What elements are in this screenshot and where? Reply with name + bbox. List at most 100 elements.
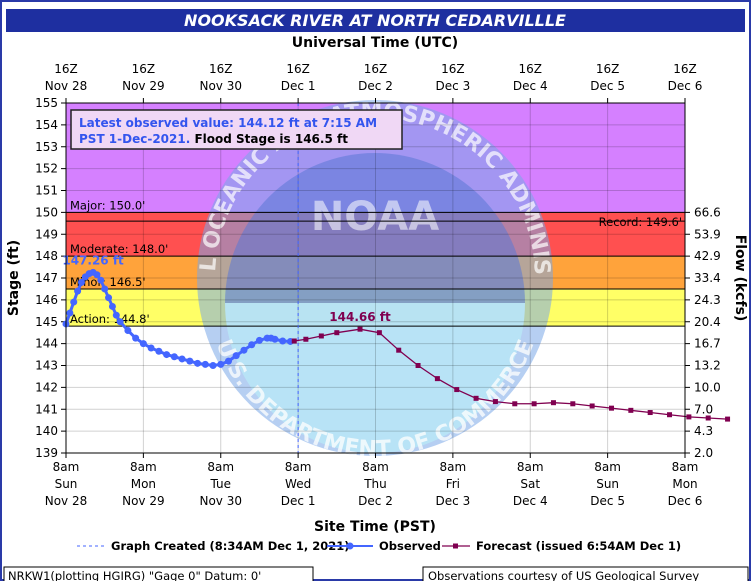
y2-tick-label-4: 24.3 bbox=[694, 293, 721, 307]
x-bottom-time-8: 8am bbox=[672, 460, 699, 474]
observed-point-3 bbox=[74, 287, 82, 295]
forecast-point-3 bbox=[334, 330, 340, 336]
x-bottom-day-6: Sat bbox=[520, 477, 540, 491]
observed-point-21 bbox=[170, 353, 178, 361]
forecast-point-13 bbox=[531, 401, 537, 407]
x-bottom-time-2: 8am bbox=[207, 460, 234, 474]
y2-tick-label-7: 13.2 bbox=[694, 359, 721, 373]
latest-value-box: Latest observed value: 144.12 ft at 7:15… bbox=[70, 109, 403, 150]
footer-source-text: Observations courtesy of US Geological S… bbox=[428, 569, 699, 581]
observed-point-2 bbox=[70, 298, 78, 306]
observed-point-36 bbox=[279, 337, 287, 345]
forecast-point-16 bbox=[589, 403, 595, 409]
footer-right-box bbox=[422, 566, 749, 581]
x-bottom-time-1: 8am bbox=[130, 460, 157, 474]
y-tick-label-0: 139 bbox=[35, 446, 58, 460]
forecast-point-21 bbox=[686, 414, 692, 420]
y-tick-label-2: 141 bbox=[35, 402, 58, 416]
x-top-date-0: Nov 28 bbox=[45, 79, 88, 93]
threshold-label-2: Minor: 146.5' bbox=[70, 275, 146, 289]
forecast-point-10 bbox=[473, 395, 479, 401]
y2-tick-label-1: 53.9 bbox=[694, 227, 721, 241]
x-top-hour-6: 16Z bbox=[519, 62, 543, 76]
observed-point-15 bbox=[124, 327, 132, 334]
y-tick-label-10: 149 bbox=[35, 227, 58, 241]
observed-point-19 bbox=[155, 347, 163, 355]
forecast-point-20 bbox=[667, 412, 673, 418]
legend-created-label: Graph Created (8:34AM Dec 1, 2021) bbox=[111, 539, 350, 553]
observed-point-10 bbox=[101, 285, 109, 293]
x-bottom-date-3: Dec 1 bbox=[281, 494, 316, 508]
watermark-upper-field bbox=[225, 153, 525, 303]
y-axis-title: Stage (ft) bbox=[6, 240, 22, 316]
y2-axis-title: Flow (kcfs) bbox=[732, 235, 748, 322]
threshold-label-1: Moderate: 148.0' bbox=[70, 242, 168, 256]
legend: Graph Created (8:34AM Dec 1, 2021) Obser… bbox=[77, 539, 681, 553]
y-tick-label-12: 151 bbox=[35, 184, 58, 198]
observed-point-23 bbox=[186, 357, 194, 365]
forecast-point-17 bbox=[608, 405, 614, 411]
y-tick-label-6: 145 bbox=[35, 315, 58, 329]
y2-tick-label-3: 33.4 bbox=[694, 271, 721, 285]
observed-point-12 bbox=[108, 302, 116, 310]
x-bottom-date-7: Dec 5 bbox=[590, 494, 625, 508]
x-bottom-date-8: Dec 6 bbox=[668, 494, 703, 508]
observed-point-24 bbox=[194, 359, 202, 367]
forecast-point-11 bbox=[492, 399, 498, 405]
forecast-point-9 bbox=[454, 387, 460, 393]
forecast-point-1 bbox=[303, 336, 309, 342]
x-top-hour-8: 16Z bbox=[673, 62, 697, 76]
y-tick-label-1: 140 bbox=[35, 424, 58, 438]
x-top-date-5: Dec 3 bbox=[436, 79, 471, 93]
y2-tick-label-6: 16.7 bbox=[694, 337, 721, 351]
forecast-point-4 bbox=[357, 326, 363, 332]
x-bottom-time-4: 8am bbox=[362, 460, 389, 474]
peak-label-0: 147.26 ft bbox=[62, 253, 124, 267]
flood-thresholds: Major: 150.0' Moderate: 148.0' Minor: 146.… bbox=[66, 103, 685, 453]
x-top-hour-3: 16Z bbox=[286, 62, 310, 76]
x-bottom-day-8: Mon bbox=[672, 477, 697, 491]
forecast-line bbox=[294, 328, 728, 420]
flow-axis: 66.6 53.9 42.9 33.4 24.3 20.4 16.7 13.2 10.0 7.0 4… bbox=[685, 205, 721, 460]
forecast-point-18 bbox=[628, 407, 634, 413]
x-bottom-day-4: Thu bbox=[363, 477, 387, 491]
forecast-point-23 bbox=[725, 416, 731, 422]
x-bottom-time-0: 8am bbox=[53, 460, 80, 474]
y-tick-label-8: 147 bbox=[35, 271, 58, 285]
x-bottom-day-7: Sun bbox=[596, 477, 619, 491]
x-bottom-day-3: Wed bbox=[285, 477, 311, 491]
x-axis-title: Site Time (PST) bbox=[314, 519, 436, 535]
legend-observed-label: Observed bbox=[379, 539, 441, 553]
x-top-date-1: Nov 29 bbox=[122, 79, 165, 93]
y-tick-label-3: 142 bbox=[35, 380, 58, 394]
observed-point-31 bbox=[248, 341, 256, 349]
observed-point-18 bbox=[147, 344, 155, 352]
observed-point-27 bbox=[217, 360, 225, 368]
observed-point-8 bbox=[93, 271, 101, 279]
info-line-1: Latest observed value: 144.12 ft at 7:15… bbox=[79, 116, 377, 130]
forecast-point-0 bbox=[291, 338, 297, 344]
x-top-hour-2: 16Z bbox=[209, 62, 233, 76]
peak-label-1: 144.66 ft bbox=[329, 310, 391, 324]
pst-axis: 8am Sun Nov 28 8am Mon Nov 29 8am Tue Nov 30 8am W… bbox=[45, 453, 703, 508]
x-bottom-time-7: 8am bbox=[594, 460, 621, 474]
x-top-hour-7: 16Z bbox=[596, 62, 620, 76]
observed-point-29 bbox=[232, 352, 240, 360]
observed-point-20 bbox=[163, 351, 171, 359]
x-bottom-day-5: Fri bbox=[446, 477, 460, 491]
y-tick-label-9: 148 bbox=[35, 249, 58, 263]
observed-point-9 bbox=[97, 276, 105, 284]
forecast-point-12 bbox=[512, 401, 518, 407]
x-bottom-date-4: Dec 2 bbox=[358, 494, 393, 508]
observed-point-35 bbox=[271, 335, 279, 343]
x-bottom-time-5: 8am bbox=[440, 460, 467, 474]
observed-point-16 bbox=[132, 334, 140, 342]
title-bar: NOOKSACK RIVER AT NORTH CEDARVILLLE bbox=[6, 9, 745, 32]
x-top-hour-0: 16Z bbox=[54, 62, 78, 76]
x-top-date-4: Dec 2 bbox=[358, 79, 393, 93]
x-bottom-date-5: Dec 3 bbox=[436, 494, 471, 508]
stage-axis: 139 140 141 142 143 144 145 146 147 148 149 150 151 1… bbox=[35, 96, 66, 460]
observed-point-4 bbox=[77, 278, 85, 286]
x-top-hour-1: 16Z bbox=[132, 62, 156, 76]
